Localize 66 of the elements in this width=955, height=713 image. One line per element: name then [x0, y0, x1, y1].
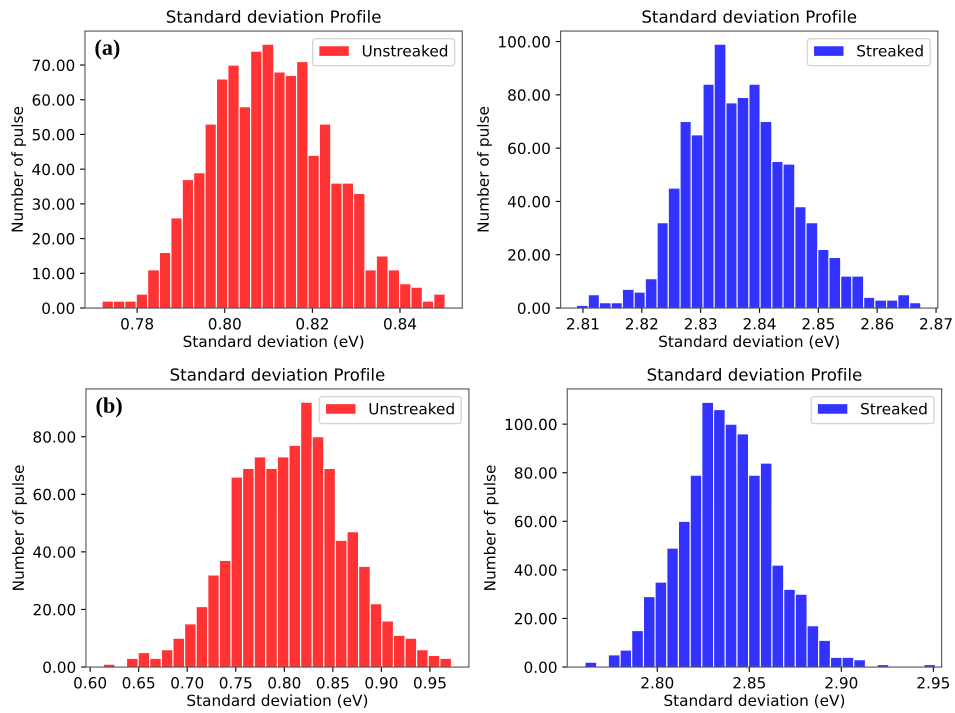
y-tick-label: 40.00 [508, 196, 550, 208]
annotation: (a) [95, 39, 120, 60]
x-tick-label: 2.82 [626, 318, 658, 330]
chart-title: Standard deviation Profile [648, 368, 862, 381]
x-tick-label: 0.60 [74, 677, 106, 689]
y-tick-label: 40.00 [514, 564, 557, 576]
y-tick-label: 0.00 [524, 661, 557, 674]
x-tick-label: 2.86 [861, 318, 894, 330]
y-tick-label: 0.00 [43, 661, 76, 674]
y-tick-label: 50.00 [32, 128, 74, 140]
legend-label: Unstreaked [370, 402, 454, 415]
y-tick-label: 60.00 [508, 142, 550, 154]
annotation: (b) [96, 397, 122, 418]
x-tick-label: 0.85 [316, 677, 349, 689]
y-tick-label: 100.00 [499, 36, 550, 48]
y-tick-label: 80.00 [34, 431, 76, 443]
x-tick-label: 0.90 [365, 677, 398, 689]
x-tick-label: 0.65 [122, 677, 154, 689]
legend-label: Streaked [861, 402, 926, 415]
legend-label: Streaked [857, 44, 923, 57]
y-tick-label: 20.00 [514, 612, 557, 624]
y-tick-label: 40.00 [33, 546, 76, 558]
y-axis-title: Number of pulse [477, 106, 492, 232]
y-axis-title: Number of pulse [484, 465, 499, 590]
x-axis-title: Standard deviation (eV) [659, 335, 839, 349]
x-axis-title: Standard deviation (eV) [187, 694, 368, 708]
x-axis-title: Standard deviation (eV) [664, 694, 844, 708]
x-tick-label: 2.85 [802, 318, 834, 330]
y-tick-label: 80.00 [508, 89, 550, 101]
y-tick-label: 30.00 [32, 198, 74, 210]
y-tick-label: 60.00 [514, 516, 557, 528]
x-tick-label: 0.80 [268, 677, 300, 689]
y-tick-label: 0.00 [42, 302, 74, 314]
x-tick-label: 0.82 [296, 318, 328, 330]
x-tick-label: 2.81 [567, 318, 599, 330]
x-tick-label: 2.80 [641, 677, 674, 689]
legend-label: Unstreaked [362, 44, 448, 57]
y-tick-label: 10.00 [33, 268, 74, 280]
chart-title: Standard deviation Profile [642, 10, 856, 23]
x-tick-label: 0.80 [208, 318, 241, 330]
x-tick-label: 2.87 [920, 318, 952, 330]
chart-title: Standard deviation Profile [166, 10, 381, 23]
x-tick-label: 2.84 [744, 318, 776, 330]
y-tick-label: 60.00 [32, 94, 74, 106]
x-tick-label: 2.90 [825, 677, 858, 689]
y-tick-label: 20.00 [34, 604, 76, 616]
y-tick-label: 0.00 [518, 302, 550, 314]
x-tick-label: 0.75 [220, 677, 252, 689]
chart-title: Standard deviation Profile [170, 368, 384, 381]
x-tick-label: 0.95 [414, 677, 446, 689]
x-tick-label: 0.70 [171, 677, 204, 689]
y-tick-label: 40.00 [32, 164, 74, 176]
y-axis-title: Number of pulse [11, 106, 26, 232]
y-tick-label: 60.00 [34, 488, 76, 500]
x-tick-label: 2.95 [917, 677, 950, 689]
x-tick-label: 0.78 [121, 318, 154, 330]
x-tick-label: 2.83 [684, 318, 716, 330]
x-tick-label: 2.85 [733, 677, 765, 689]
y-tick-label: 70.00 [32, 60, 74, 72]
y-tick-label: 20.00 [32, 233, 74, 245]
y-tick-label: 100.00 [506, 418, 557, 430]
y-axis-title: Number of pulse [12, 465, 27, 590]
y-tick-label: 80.00 [514, 467, 557, 479]
y-tick-label: 20.00 [508, 249, 550, 261]
x-axis-title: Standard deviation (eV) [184, 335, 364, 349]
x-tick-label: 0.84 [384, 318, 416, 330]
